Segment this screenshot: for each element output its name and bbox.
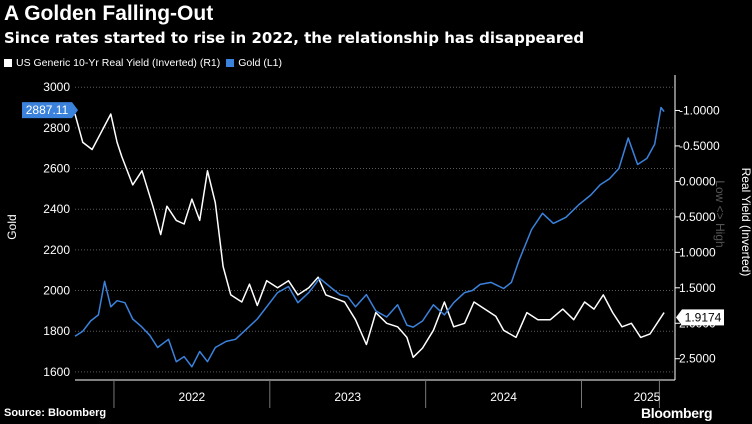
legend-item-real-yield: US Generic 10-Yr Real Yield (Inverted) (… (4, 57, 220, 69)
left-axis-title: Gold (5, 214, 19, 239)
real-yield-last-value-label: 1.9174 (685, 310, 722, 324)
right-tick-label-4: 1.0000 (679, 245, 716, 259)
right-tick-label-5: 1.5000 (679, 281, 716, 295)
x-tick-label-0: 2022 (179, 390, 206, 404)
legend-label-gold: Gold (L1) (238, 57, 283, 69)
bloomberg-logo: Bloomberg (641, 405, 713, 421)
right-tick-label-7: 2.5000 (679, 352, 716, 366)
legend-label-real-yield: US Generic 10-Yr Real Yield (Inverted) (… (16, 57, 221, 69)
gold-last-value-box (22, 102, 72, 119)
series-lines (74, 106, 665, 368)
left-tick-label-6: 2800 (43, 121, 70, 135)
x-tick-label-2: 2024 (490, 390, 517, 404)
source-note: Source: Bloomberg (4, 407, 107, 419)
legend-swatch-gold (226, 59, 235, 67)
grid-lines (75, 86, 675, 373)
right-axis-title: Real Yield (Inverted) (739, 168, 752, 277)
left-tick-label-0: 1600 (43, 365, 70, 379)
gold-last-value-label: 2887.11 (26, 103, 69, 117)
x-tick-label-3: 2025 (634, 390, 661, 404)
left-tick-label-1: 1800 (43, 324, 70, 338)
left-tick-label-3: 2200 (43, 243, 70, 257)
real-yield-last-value-tag: 1.9174 (676, 309, 724, 326)
right-axis-annotation: Low <> High (713, 180, 727, 247)
left-tick-label-7: 3000 (43, 80, 70, 94)
gold-last-value-tag: 2887.11 (22, 102, 78, 119)
chart-subtitle: Since rates started to rise in 2022, the… (4, 29, 585, 47)
right-tick-label-0: -1.0000 (679, 103, 720, 117)
right-tick-label-3: 0.5000 (679, 210, 716, 224)
chart-title: A Golden Falling-Out (4, 2, 214, 25)
right-tick-label-1: -0.5000 (679, 139, 720, 153)
legend: US Generic 10-Yr Real Yield (Inverted) (… (4, 57, 288, 69)
left-axis-ticks: 1600 1800 2000 2200 2400 2600 2800 3000 (43, 80, 70, 379)
value-labels: 1.9174 2887.11 (22, 102, 724, 326)
real-yield-last-value-box (682, 309, 724, 326)
x-axis-ticks: 2022 2023 2024 2025 (113, 380, 661, 408)
x-tick-label-1: 2023 (334, 390, 361, 404)
x-axis (75, 75, 676, 381)
left-tick-label-2: 2000 (43, 284, 70, 298)
real-yield-series-line (74, 113, 665, 359)
right-tick-label-2: 0.0000 (679, 174, 716, 188)
legend-item-gold: Gold (L1) (226, 57, 282, 69)
left-tick-label-4: 2400 (43, 202, 70, 216)
legend-swatch-real-yield (4, 59, 12, 67)
left-tick-label-5: 2600 (43, 162, 70, 176)
real-yield-last-value-pointer (676, 309, 682, 326)
gold-last-value-pointer (72, 102, 78, 119)
gold-series-line (74, 106, 665, 368)
